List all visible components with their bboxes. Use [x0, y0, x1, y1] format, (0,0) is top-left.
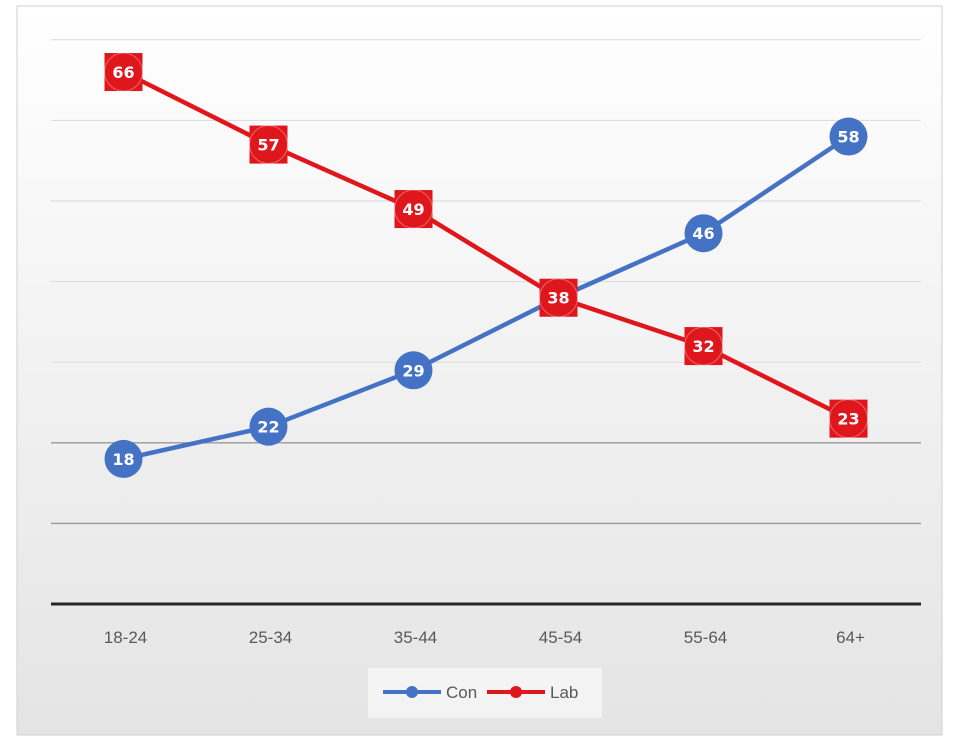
x-tick-label: 25-34	[249, 628, 292, 647]
data-point-marker	[104, 439, 143, 478]
data-point-marker	[249, 125, 288, 165]
data-label: 49	[402, 200, 424, 219]
legend-label: Lab	[550, 683, 578, 702]
data-label: 29	[402, 361, 424, 380]
series-markers: 182229384658665749383223	[104, 52, 868, 478]
data-point-marker	[104, 52, 143, 92]
data-label: 38	[547, 289, 569, 308]
x-tick-label: 35-44	[394, 628, 437, 647]
legend-swatch-marker	[510, 686, 522, 698]
data-label: 32	[692, 337, 714, 356]
chart-background	[16, 5, 943, 736]
data-label: 66	[112, 63, 134, 82]
x-tick-label: 55-64	[684, 628, 727, 647]
data-point-marker	[684, 326, 723, 366]
x-axis: 18-24 25-34 35-44 45-54 55-64 64+	[51, 602, 921, 647]
data-point-marker	[394, 189, 433, 229]
legend-label: Con	[446, 683, 477, 702]
data-label: 46	[692, 224, 714, 243]
x-tick-label: 45-54	[539, 628, 582, 647]
data-point-marker	[829, 399, 868, 439]
data-label: 58	[837, 128, 859, 147]
series-lines	[121, 69, 851, 462]
legend: Con Lab	[368, 668, 602, 718]
data-point-marker	[394, 351, 433, 390]
data-label: 22	[257, 418, 279, 437]
series-line-con	[121, 134, 851, 462]
series-line-lab	[121, 69, 851, 421]
data-point-marker	[539, 278, 578, 318]
data-label: 18	[112, 450, 134, 469]
legend-swatch-marker	[406, 686, 418, 698]
data-label: 57	[257, 136, 279, 155]
data-point-marker	[684, 214, 723, 253]
x-tick-label: 64+	[836, 628, 865, 647]
x-tick-label: 18-24	[104, 628, 147, 647]
data-point-marker	[829, 117, 868, 156]
data-point-marker	[249, 407, 288, 446]
data-label: 23	[837, 410, 859, 429]
